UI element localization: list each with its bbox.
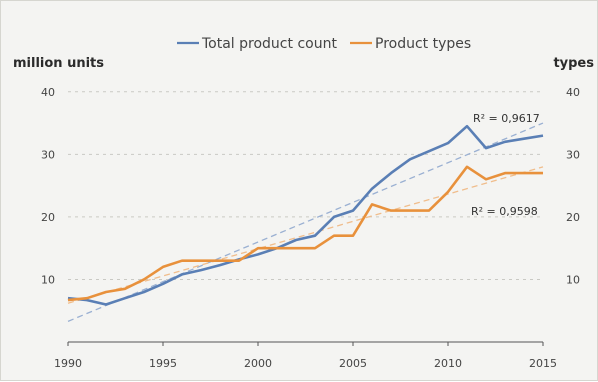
y-right-tick-30: 30	[566, 148, 580, 161]
x-tick-2005: 2005	[339, 357, 367, 370]
trendline-0	[67, 122, 544, 322]
y-right-tick-10: 10	[566, 273, 580, 286]
y-right-tick-40: 40	[566, 86, 580, 99]
x-tick-2010: 2010	[434, 357, 462, 370]
x-tick-1995: 1995	[149, 357, 177, 370]
left-axis-unit-label: million units	[13, 56, 104, 71]
trendline-1	[67, 166, 544, 304]
x-tick-1990: 1990	[54, 357, 82, 370]
x-tick-2015: 2015	[529, 357, 557, 370]
y-left-tick-10: 10	[41, 273, 55, 286]
series-line-0	[67, 124, 544, 306]
y-left-tick-40: 40	[41, 86, 55, 99]
y-right-tick-20: 20	[566, 211, 580, 224]
right-axis-unit-label: types	[553, 56, 594, 71]
x-tick-2000: 2000	[244, 357, 272, 370]
y-left-tick-30: 30	[41, 148, 55, 161]
legend-label-types: Product types	[375, 36, 471, 52]
r2-label-total: R² = 0,9617	[473, 112, 540, 125]
r2-label-types: R² = 0,9598	[471, 205, 538, 218]
series-line-1	[67, 165, 543, 302]
y-left-tick-20: 20	[41, 211, 55, 224]
legend-label-total: Total product count	[201, 36, 337, 52]
